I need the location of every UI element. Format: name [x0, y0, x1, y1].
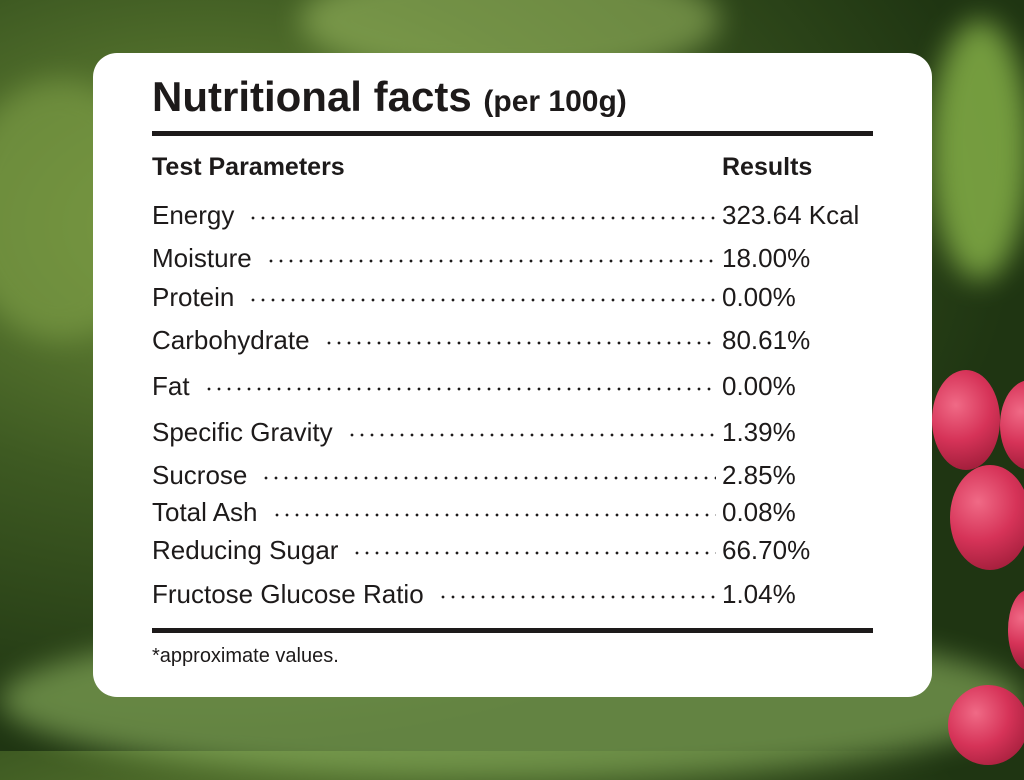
table-row: Moisture	[152, 241, 722, 275]
result: 0.08%	[722, 497, 796, 527]
table-row: Total Ash	[152, 495, 722, 529]
dot-leader	[203, 387, 716, 391]
background-leaf	[930, 20, 1024, 280]
parameter: Protein	[152, 281, 235, 312]
lychee	[950, 465, 1024, 570]
parameter: Fat	[152, 370, 190, 401]
table-row: Fat	[152, 369, 722, 403]
rule	[152, 131, 873, 136]
dot-leader	[248, 298, 716, 302]
dot-leader	[323, 341, 716, 345]
result: 18.00%	[722, 243, 811, 273]
subtitle: (per 100g)	[483, 85, 627, 118]
table-row: Specific Gravity	[152, 415, 722, 449]
lychee	[1008, 590, 1024, 670]
result: 1.04%	[722, 579, 796, 609]
table-row: Reducing Sugar	[152, 533, 722, 567]
parameter: Fructose Glucose Ratio	[152, 578, 424, 609]
result: 0.00%	[722, 282, 796, 312]
parameter: Total Ash	[152, 496, 258, 527]
lychee	[932, 370, 1000, 470]
dot-leader	[265, 259, 716, 263]
result: 0.00%	[722, 371, 796, 401]
result: 80.61%	[722, 325, 811, 355]
table-row: Energy	[152, 198, 722, 232]
result: 66.70%	[722, 535, 811, 565]
dot-leader	[346, 433, 716, 437]
title: Nutritional facts	[152, 73, 472, 120]
table-row: Sucrose	[152, 458, 722, 492]
footnote: *approximate values.	[152, 645, 339, 667]
result: 1.39%	[722, 417, 796, 447]
table-row: Carbohydrate	[152, 323, 722, 357]
parameter: Moisture	[152, 242, 252, 273]
table-row: Protein	[152, 280, 722, 314]
card: Nutritional facts (per 100g) Test Parame…	[93, 53, 932, 697]
parameter: Specific Gravity	[152, 416, 333, 447]
dot-leader	[248, 216, 716, 220]
result: 323.64 Kcal	[722, 200, 860, 230]
title-line: Nutritional facts (per 100g)	[152, 73, 627, 121]
parameter: Reducing Sugar	[152, 534, 339, 565]
column-header: Test Parameters	[152, 153, 345, 181]
dot-leader	[352, 551, 716, 555]
lychee	[948, 685, 1024, 765]
lychee	[1000, 380, 1024, 470]
column-header: Results	[722, 153, 813, 181]
dot-leader	[261, 476, 716, 480]
result: 2.85%	[722, 460, 796, 490]
rule	[152, 628, 873, 633]
parameter: Carbohydrate	[152, 324, 310, 355]
dot-leader	[271, 513, 716, 517]
parameter: Sucrose	[152, 459, 248, 490]
table-row: Fructose Glucose Ratio	[152, 577, 722, 611]
parameter: Energy	[152, 199, 235, 230]
dot-leader	[437, 595, 716, 599]
